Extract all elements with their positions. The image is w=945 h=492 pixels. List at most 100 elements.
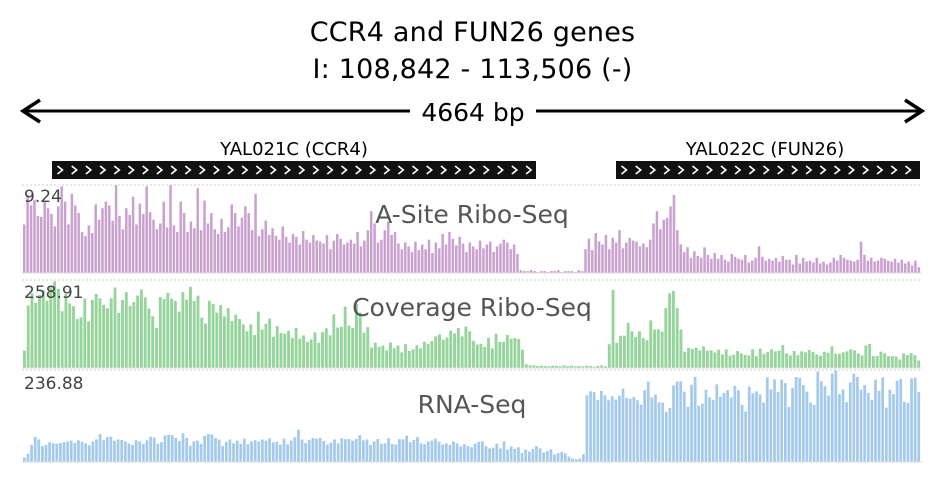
bar [362, 332, 366, 368]
bar [43, 201, 46, 273]
bar [801, 257, 805, 273]
bar [625, 397, 628, 462]
bar [210, 434, 214, 462]
bar [163, 435, 167, 462]
bar [664, 308, 668, 368]
bar [619, 335, 623, 368]
bar [196, 295, 200, 368]
track-rna-seq: 236.88 RNA-Seq [22, 369, 922, 463]
bar [485, 244, 489, 273]
bar [490, 348, 494, 368]
bar [148, 212, 152, 273]
bar [523, 271, 526, 273]
bar [578, 458, 582, 462]
bar [689, 257, 693, 273]
scale-label: 4664 bp [421, 98, 524, 127]
bar [690, 348, 694, 368]
bar [460, 336, 464, 368]
bar [322, 243, 325, 273]
bar [423, 444, 427, 462]
bar [176, 232, 179, 273]
bar [883, 258, 887, 273]
bar [472, 340, 475, 368]
bar [385, 350, 389, 368]
bar [138, 203, 142, 273]
bar [555, 365, 558, 368]
bar [834, 370, 838, 462]
bar [204, 323, 207, 368]
bar [214, 437, 217, 462]
bar [470, 447, 473, 462]
bar [102, 304, 106, 368]
chevron-right-icon [341, 165, 348, 175]
bar [290, 337, 294, 368]
bar [866, 392, 870, 462]
chevron-right-icon [426, 165, 433, 175]
bar [288, 242, 291, 273]
bar [282, 438, 286, 462]
bar [430, 341, 434, 368]
bar [142, 444, 145, 462]
bar [900, 259, 904, 273]
bar [91, 441, 95, 462]
bar [441, 233, 444, 273]
chevron-right-icon [255, 165, 263, 175]
bar [495, 443, 499, 462]
bar [502, 441, 506, 462]
chevron-right-icon [270, 165, 277, 175]
bar [604, 366, 607, 368]
chevron-right-icon [184, 165, 192, 175]
chevron-right-icon [99, 165, 107, 175]
bar [676, 230, 679, 273]
chevron-right-icon [468, 165, 476, 175]
track-a-site-ribo-seq: 9.24 A-Site Ribo-Seq [22, 184, 922, 274]
bar [852, 261, 856, 273]
bar [414, 241, 417, 273]
bar [556, 453, 560, 462]
bar [662, 219, 665, 273]
bar [185, 299, 189, 368]
bar [196, 188, 199, 273]
bar [743, 354, 747, 368]
bar [102, 440, 106, 462]
bar [502, 239, 506, 273]
bar [59, 442, 62, 462]
bar [349, 239, 353, 273]
bar [67, 224, 70, 273]
bar [791, 264, 795, 273]
bar [701, 403, 704, 462]
bar [650, 397, 654, 462]
bar [206, 223, 210, 273]
bar [694, 347, 698, 368]
bar [509, 338, 513, 368]
bar [773, 379, 776, 462]
bar [390, 443, 394, 462]
bar [151, 316, 155, 368]
bar [907, 261, 910, 273]
bar [405, 435, 408, 462]
bar [322, 441, 326, 462]
bar [723, 259, 727, 273]
gene-bar-ccr4 [52, 161, 536, 179]
bar [207, 300, 211, 368]
bar [706, 254, 710, 273]
bar [596, 365, 600, 368]
bar [547, 366, 551, 368]
bar [239, 443, 243, 462]
bar [138, 441, 142, 462]
bar [509, 446, 513, 462]
bar [121, 229, 125, 273]
bar [46, 208, 50, 273]
bar [668, 408, 672, 462]
bar [762, 402, 766, 462]
bar [780, 379, 784, 462]
bar [818, 263, 822, 273]
bar [26, 453, 30, 462]
bar [101, 208, 104, 273]
bar [724, 349, 728, 368]
bar [318, 437, 322, 462]
bar [733, 385, 737, 462]
bar [215, 312, 219, 368]
bar [538, 448, 542, 462]
